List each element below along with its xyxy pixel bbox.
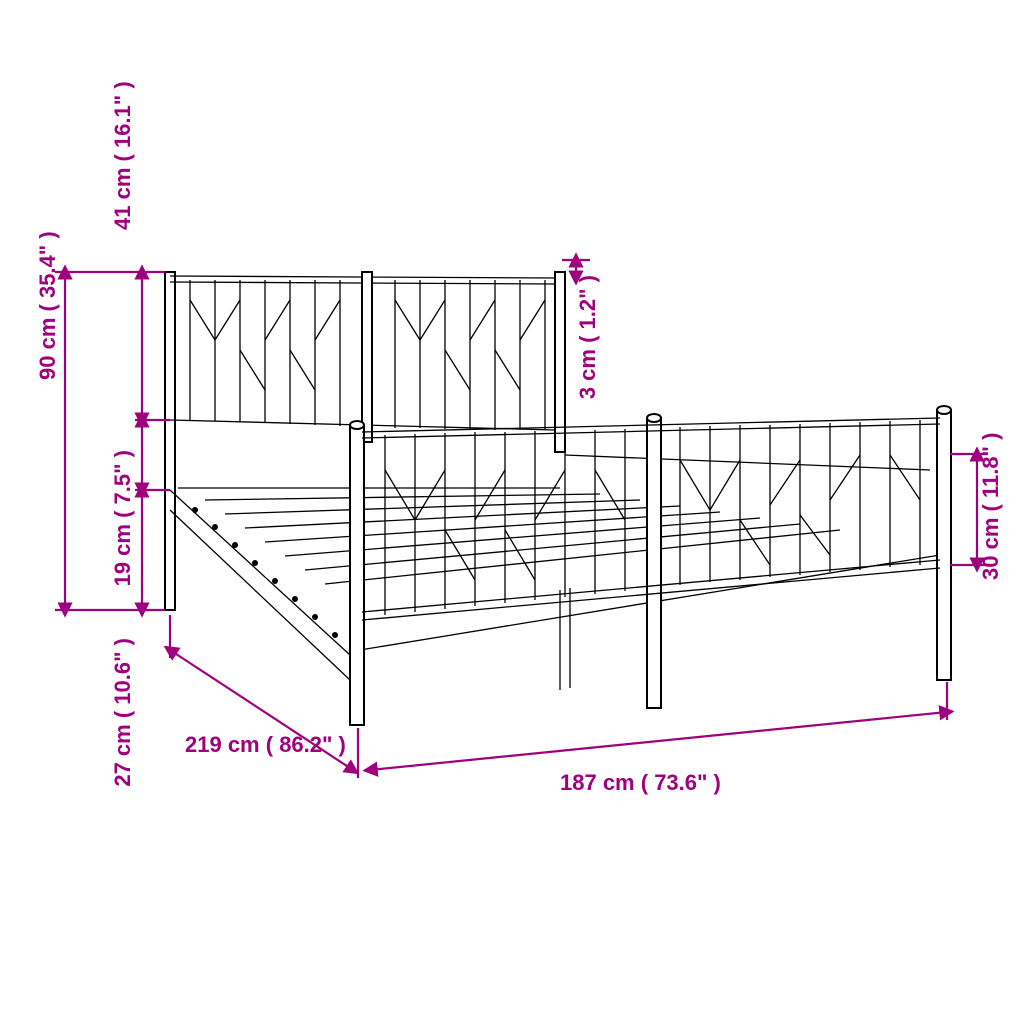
dim-hb-mid-cm: 19 cm [110,524,135,586]
dim-height-total-cm: 90 cm [35,318,60,380]
svg-text:90 cm ( 35.4" ): 90 cm ( 35.4" ) [35,231,60,380]
dim-width-cm: 187 cm [560,770,635,795]
dim-hb-top-cm: 41 cm [110,168,135,230]
svg-text:41 cm ( 16.1" ): 41 cm ( 16.1" ) [110,81,135,230]
svg-text:19 cm ( 7.5" ): 19 cm ( 7.5" ) [110,450,135,586]
dim-hb-top-in: ( 16.1" ) [110,81,135,161]
svg-text:30 cm ( 11.8" ): 30 cm ( 11.8" ) [978,433,1003,580]
svg-text:219 cm ( 86.2" ): 219 cm ( 86.2" ) [185,732,346,757]
svg-text:187 cm ( 73.6" ): 187 cm ( 73.6" ) [560,770,721,795]
dim-slat-cm: 3 cm [575,349,600,399]
dim-hb-low-cm: 27 cm [110,724,135,786]
dim-height-total-in: ( 35.4" ) [35,231,60,311]
dim-fb-cm: 30 cm [978,518,1003,580]
dim-width-in: ( 73.6" ) [641,770,721,795]
dim-fb-in: ( 11.8" ) [978,433,1003,512]
dim-length-cm: 219 cm [185,732,260,757]
dim-hb-mid-in: ( 7.5" ) [110,450,135,518]
svg-text:27 cm ( 10.6" ): 27 cm ( 10.6" ) [110,638,135,787]
dim-length-in: ( 86.2" ) [266,732,346,757]
svg-text:3 cm ( 1.2" ): 3 cm ( 1.2" ) [575,275,600,399]
dim-hb-low-in: ( 10.6" ) [110,638,135,718]
dim-slat-in: ( 1.2" ) [575,275,600,343]
